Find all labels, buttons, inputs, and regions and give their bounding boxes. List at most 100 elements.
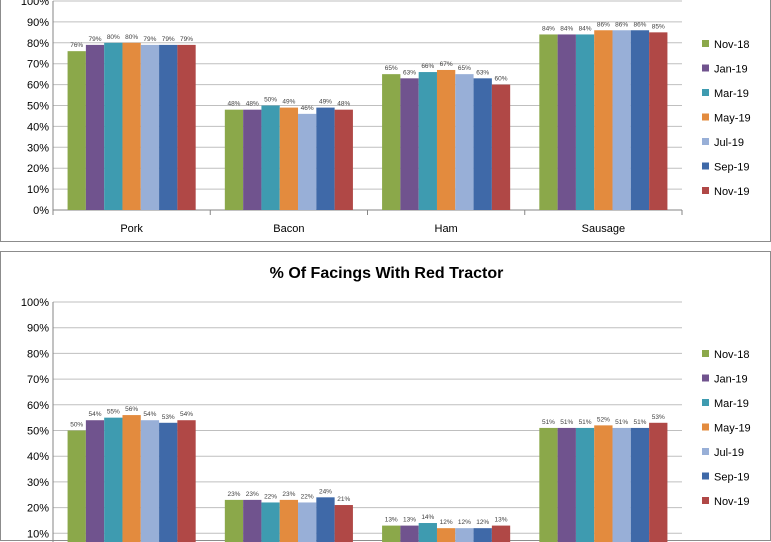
data-label: 23% — [246, 491, 259, 498]
data-label: 46% — [301, 105, 314, 112]
y-tick-label: 40% — [27, 121, 49, 133]
legend-swatch — [702, 424, 709, 431]
y-tick-label: 100% — [21, 0, 49, 8]
bar — [576, 428, 594, 542]
data-label: 84% — [579, 25, 592, 32]
bar — [104, 418, 122, 542]
data-label: 66% — [421, 63, 434, 70]
bar — [298, 114, 316, 210]
bar — [141, 420, 159, 542]
data-label: 67% — [440, 61, 453, 68]
legend-swatch — [702, 473, 709, 480]
data-label: 12% — [458, 519, 471, 526]
bar — [474, 78, 492, 210]
data-label: 52% — [597, 416, 610, 423]
legend-swatch — [702, 187, 709, 194]
legend-swatch — [702, 350, 709, 357]
bar — [86, 45, 104, 210]
data-label: 48% — [246, 101, 259, 108]
bar — [455, 74, 473, 210]
bar — [122, 43, 140, 210]
legend-label: May-19 — [714, 423, 751, 435]
data-label: 13% — [403, 517, 416, 524]
bar — [68, 431, 86, 542]
y-tick-label: 100% — [21, 297, 49, 309]
data-label: 23% — [227, 491, 240, 498]
bar — [122, 415, 140, 542]
legend-swatch — [702, 163, 709, 170]
legend-swatch — [702, 138, 709, 145]
y-tick-label: 30% — [27, 477, 49, 489]
bar — [437, 528, 455, 542]
bar — [400, 78, 418, 210]
y-tick-label: 80% — [27, 38, 49, 50]
data-label: 63% — [403, 69, 416, 76]
bar — [558, 34, 576, 210]
bar — [492, 85, 510, 210]
bar — [594, 30, 612, 210]
legend-swatch — [702, 375, 709, 382]
data-label: 51% — [560, 419, 573, 426]
bar — [316, 108, 334, 210]
bar — [649, 423, 667, 542]
bar — [316, 497, 334, 542]
legend-swatch — [702, 40, 709, 47]
bar — [419, 72, 437, 210]
bar — [594, 425, 612, 542]
data-label: 55% — [107, 409, 120, 416]
data-label: 24% — [319, 488, 332, 495]
legend-label: Mar-19 — [714, 398, 749, 410]
legend-label: Nov-18 — [714, 39, 749, 51]
data-label: 13% — [495, 517, 508, 524]
y-tick-label: 0% — [33, 205, 49, 217]
chart-panel-bottom: % Of Facings With Red Tractor 0%10%20%30… — [0, 251, 771, 541]
bar — [335, 505, 353, 542]
data-label: 12% — [476, 519, 489, 526]
bar — [225, 110, 243, 210]
data-label: 86% — [615, 21, 628, 28]
legend-swatch — [702, 448, 709, 455]
legend-label: Mar-19 — [714, 88, 749, 100]
legend-swatch — [702, 114, 709, 121]
bar-chart-top: 0%10%20%30%40%50%60%70%80%90%100%76%79%8… — [1, 0, 771, 243]
data-label: 50% — [70, 422, 83, 429]
data-label: 86% — [633, 21, 646, 28]
data-label: 49% — [319, 99, 332, 106]
y-tick-label: 30% — [27, 142, 49, 154]
data-label: 48% — [337, 101, 350, 108]
y-tick-label: 60% — [27, 80, 49, 92]
category-label: Bacon — [273, 223, 304, 235]
data-label: 48% — [227, 101, 240, 108]
bar — [261, 502, 279, 542]
data-label: 21% — [337, 496, 350, 503]
data-label: 65% — [458, 65, 471, 72]
bar — [68, 51, 86, 210]
data-label: 54% — [180, 411, 193, 418]
bar — [159, 423, 177, 542]
data-label: 51% — [579, 419, 592, 426]
data-label: 54% — [143, 411, 156, 418]
y-tick-label: 90% — [27, 323, 49, 335]
bar — [298, 502, 316, 542]
data-label: 22% — [301, 493, 314, 500]
data-label: 79% — [143, 36, 156, 43]
category-label: Ham — [435, 223, 458, 235]
bar — [400, 526, 418, 542]
data-label: 49% — [282, 99, 295, 106]
legend-label: Nov-19 — [714, 496, 749, 508]
bar — [419, 523, 437, 542]
bar — [631, 30, 649, 210]
data-label: 63% — [476, 69, 489, 76]
data-label: 12% — [440, 519, 453, 526]
y-tick-label: 80% — [27, 348, 49, 360]
data-label: 80% — [107, 34, 120, 41]
data-label: 79% — [180, 36, 193, 43]
bar — [177, 45, 195, 210]
data-label: 51% — [633, 419, 646, 426]
data-label: 84% — [542, 25, 555, 32]
data-label: 51% — [542, 419, 555, 426]
bar — [141, 45, 159, 210]
data-label: 50% — [264, 97, 277, 104]
data-label: 22% — [264, 493, 277, 500]
data-label: 60% — [495, 76, 508, 83]
